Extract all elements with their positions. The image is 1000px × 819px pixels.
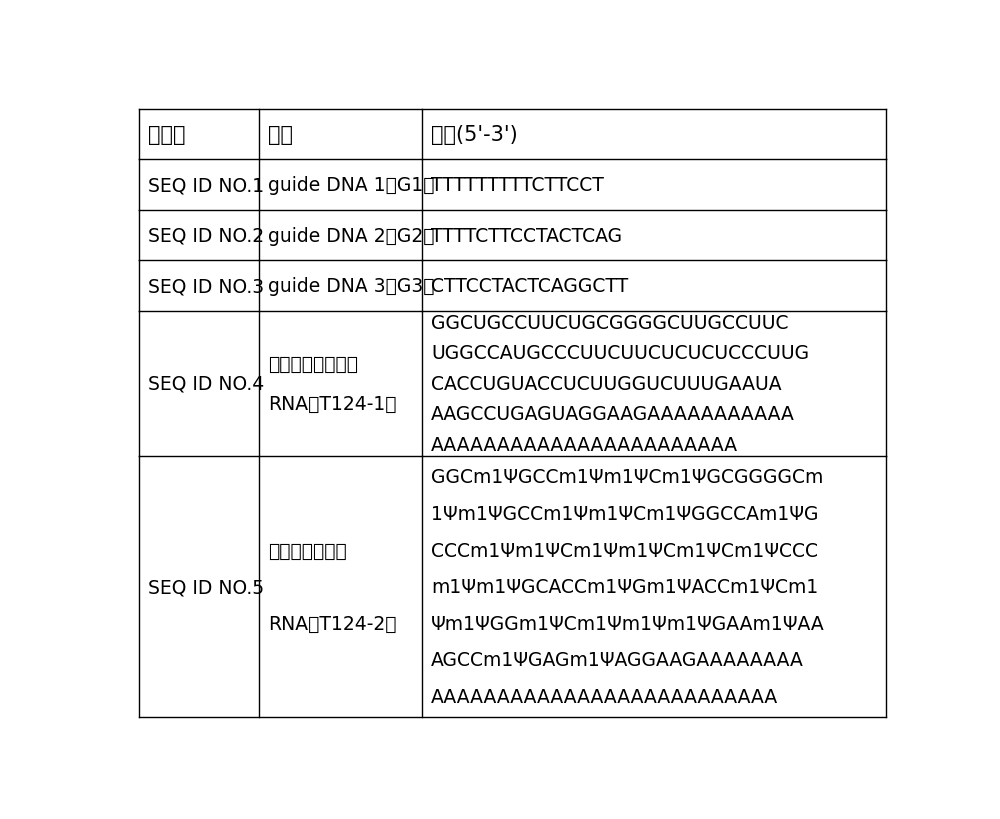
Text: UGGCCAUGCCCUUCUUCUCUCUCCCUUG: UGGCCAUGCCCUUCUUCUCUCUCCCUUG — [431, 344, 809, 363]
Text: SEQ ID NO.2: SEQ ID NO.2 — [148, 226, 264, 245]
Text: SEQ ID NO.1: SEQ ID NO.1 — [148, 176, 264, 195]
Text: AAAAAAAAAAAAAAAAAAAAAAA: AAAAAAAAAAAAAAAAAAAAAAA — [431, 436, 738, 455]
Text: AAGCCUGAGUAGGAAGAAAAAAAAAAA: AAGCCUGAGUAGGAAGAAAAAAAAAAA — [431, 405, 795, 424]
Text: TTTTCTTCCTACTCAG: TTTTCTTCCTACTCAG — [431, 226, 622, 245]
Text: 名称: 名称 — [268, 124, 293, 145]
Text: SEQ ID NO.5: SEQ ID NO.5 — [148, 577, 264, 596]
Text: RNA（T124-1）: RNA（T124-1） — [268, 395, 397, 414]
Text: 含核苷酸修饰的: 含核苷酸修饰的 — [268, 541, 347, 560]
Text: AAAAAAAAAAAAAAAAAAAAAAAAAA: AAAAAAAAAAAAAAAAAAAAAAAAAA — [431, 687, 778, 706]
Text: guide DNA 2（G2）: guide DNA 2（G2） — [268, 226, 435, 245]
Text: CACCUGUACCUCUUGGUCUUUGAAUA: CACCUGUACCUCUUGGUCUUUGAAUA — [431, 374, 782, 393]
Text: CCCm1Ψm1ΨCm1Ψm1ΨCm1ΨCm1ΨCCC: CCCm1Ψm1ΨCm1Ψm1ΨCm1ΨCm1ΨCCC — [431, 541, 818, 560]
Text: 序列(5'-3'): 序列(5'-3') — [431, 124, 518, 145]
Text: GGCUGCCUUCUGCGGGGCUUGCCUUC: GGCUGCCUUCUGCGGGGCUUGCCUUC — [431, 314, 789, 333]
Text: TTTTTTTTTCTTCCT: TTTTTTTTTCTTCCT — [431, 176, 604, 195]
Text: AGCCm1ΨGAGm1ΨAGGAAGAAAAAAAA: AGCCm1ΨGAGm1ΨAGGAAGAAAAAAAA — [431, 650, 804, 670]
Text: SEQ ID NO.4: SEQ ID NO.4 — [148, 374, 264, 393]
Text: guide DNA 1（G1）: guide DNA 1（G1） — [268, 176, 435, 195]
Text: SEQ ID NO.3: SEQ ID NO.3 — [148, 277, 264, 296]
Text: CTTCCTACTCAGGCTT: CTTCCTACTCAGGCTT — [431, 277, 628, 296]
Text: GGCm1ΨGCCm1Ψm1ΨCm1ΨGCGGGGCm: GGCm1ΨGCCm1Ψm1ΨCm1ΨGCGGGGCm — [431, 468, 824, 486]
Text: 1Ψm1ΨGCCm1Ψm1ΨCm1ΨGGCCAm1ΨG: 1Ψm1ΨGCCm1Ψm1ΨCm1ΨGGCCAm1ΨG — [431, 505, 819, 523]
Text: 不含核苷酸修饰的: 不含核苷酸修饰的 — [268, 354, 358, 373]
Text: guide DNA 3（G3）: guide DNA 3（G3） — [268, 277, 435, 296]
Text: RNA（T124-2）: RNA（T124-2） — [268, 614, 397, 633]
Text: 序列号: 序列号 — [148, 124, 186, 145]
Text: m1Ψm1ΨGCACCm1ΨGm1ΨACCm1ΨCm1: m1Ψm1ΨGCACCm1ΨGm1ΨACCm1ΨCm1 — [431, 577, 818, 596]
Text: Ψm1ΨGGm1ΨCm1Ψm1Ψm1ΨGAAm1ΨAA: Ψm1ΨGGm1ΨCm1Ψm1Ψm1ΨGAAm1ΨAA — [431, 614, 825, 633]
